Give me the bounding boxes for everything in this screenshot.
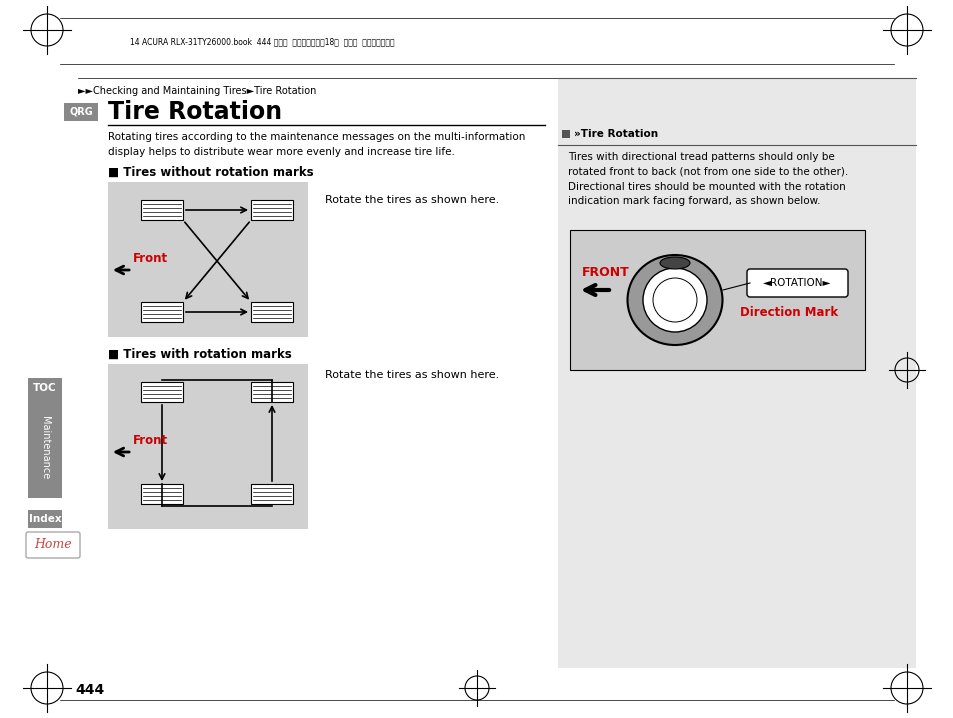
Text: ►►Checking and Maintaining Tires►Tire Rotation: ►►Checking and Maintaining Tires►Tire Ro… xyxy=(78,86,316,96)
Text: Maintenance: Maintenance xyxy=(40,416,50,480)
Text: Index: Index xyxy=(29,514,61,524)
Circle shape xyxy=(642,268,706,332)
FancyBboxPatch shape xyxy=(26,532,80,558)
Text: QRG: QRG xyxy=(69,107,92,117)
Bar xyxy=(141,382,183,402)
Text: Direction Mark: Direction Mark xyxy=(740,305,838,319)
Circle shape xyxy=(652,278,697,322)
Text: Rotate the tires as shown here.: Rotate the tires as shown here. xyxy=(325,195,498,205)
Bar xyxy=(108,364,308,529)
Text: ■ Tires with rotation marks: ■ Tires with rotation marks xyxy=(108,348,292,361)
Text: ◄ROTATION►: ◄ROTATION► xyxy=(762,278,830,288)
Bar xyxy=(251,484,293,504)
Text: Tires with directional tread patterns should only be
rotated front to back (not : Tires with directional tread patterns sh… xyxy=(567,152,847,206)
Text: Front: Front xyxy=(132,251,168,264)
Bar xyxy=(251,200,293,220)
Text: Tire Rotation: Tire Rotation xyxy=(108,100,282,124)
Bar xyxy=(141,200,183,220)
Text: ■ Tires without rotation marks: ■ Tires without rotation marks xyxy=(108,166,314,179)
Text: Home: Home xyxy=(34,538,71,551)
Text: Front: Front xyxy=(132,434,168,447)
Bar xyxy=(141,484,183,504)
Bar xyxy=(251,302,293,322)
Bar xyxy=(28,510,62,528)
Bar xyxy=(561,130,569,138)
Bar xyxy=(64,103,98,121)
Bar xyxy=(251,382,293,402)
Text: 14 ACURA RLX-31TY26000.book  444 ページ  ２０１３年３月18日  月曜日  午後３時１８分: 14 ACURA RLX-31TY26000.book 444 ページ ２０１３… xyxy=(130,37,395,47)
Ellipse shape xyxy=(659,257,689,269)
Ellipse shape xyxy=(627,255,721,345)
Bar xyxy=(141,302,183,322)
Bar xyxy=(28,398,62,498)
Bar xyxy=(569,230,864,370)
Text: Rotating tires according to the maintenance messages on the multi-information
di: Rotating tires according to the maintena… xyxy=(108,132,525,157)
Text: »Tire Rotation: »Tire Rotation xyxy=(574,129,658,139)
Text: TOC: TOC xyxy=(33,383,57,393)
FancyBboxPatch shape xyxy=(746,269,847,297)
Bar xyxy=(558,78,915,668)
Text: FRONT: FRONT xyxy=(581,266,629,279)
Bar xyxy=(28,378,62,398)
Text: Rotate the tires as shown here.: Rotate the tires as shown here. xyxy=(325,370,498,380)
Text: 444: 444 xyxy=(75,683,104,697)
Bar xyxy=(108,182,308,337)
